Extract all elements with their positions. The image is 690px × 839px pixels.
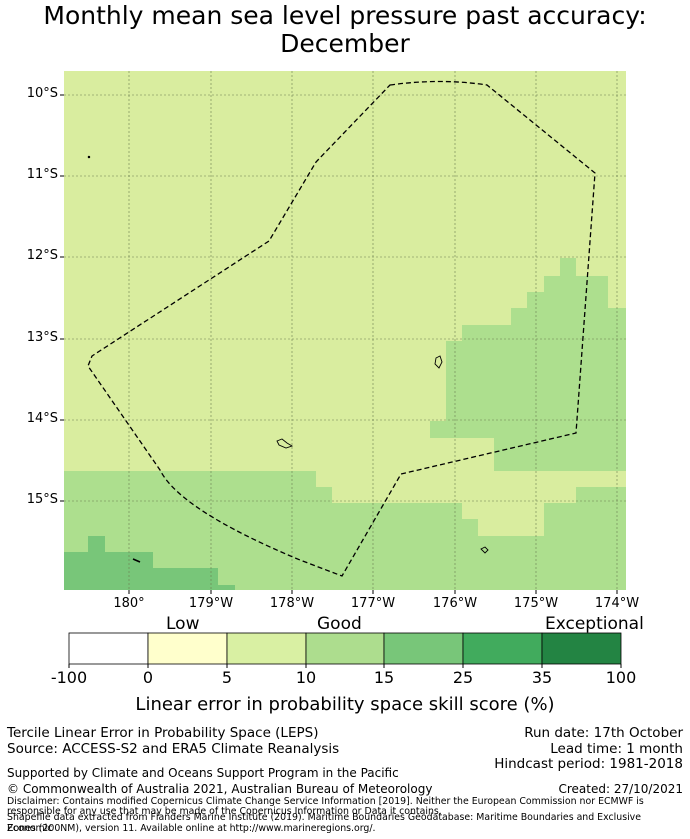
lon-label-178w: 178°W (269, 596, 315, 611)
colorbar-segment-0-5 (147, 632, 228, 665)
eez-boundary (87, 80, 596, 577)
colorbar-tick-100: 100 (605, 668, 637, 687)
skill-region-southwest-high (64, 536, 235, 590)
lat-label-12s: 12°S (26, 248, 58, 263)
chart-title-line2: December (280, 29, 410, 58)
colorbar (68, 632, 622, 668)
footer-method: Tercile Linear Error in Probability Spac… (7, 725, 319, 741)
lon-label-179w: 179°W (188, 596, 234, 611)
colorbar-tick-35: 35 (531, 668, 553, 687)
colorbar-segment-15-25 (383, 632, 464, 665)
footer-disclaimer-2: responsible for any use that may be made… (7, 806, 442, 817)
island-northwest-dot (87, 155, 91, 159)
island-small-east (480, 546, 489, 554)
footer-supported: Supported by Climate and Oceans Support … (7, 766, 399, 780)
lon-label-177w: 177°W (350, 596, 396, 611)
colorbar-category-low: Low (166, 614, 200, 634)
island-upolu (276, 438, 294, 449)
footer-copyright: © Commonwealth of Australia 2021, Austra… (7, 782, 433, 796)
chart-title-line1: Monthly mean sea level pressure past acc… (43, 1, 647, 30)
colorbar-axis-label: Linear error in probability space skill … (135, 694, 555, 715)
lat-label-14s: 14°S (26, 411, 58, 426)
colorbar-category-exceptional: Exceptional (545, 614, 644, 634)
colorbar-segment-10-15 (305, 632, 385, 665)
map-gridlines (64, 71, 626, 590)
colorbar-tick--100: -100 (50, 668, 88, 687)
colorbar-tick-15: 15 (373, 668, 395, 687)
colorbar-tick-10: 10 (295, 668, 317, 687)
lon-label-174w: 174°W (594, 596, 640, 611)
colorbar-segment-low (68, 632, 149, 665)
island-north-east (434, 355, 443, 369)
axis-ticks (60, 94, 618, 594)
colorbar-segment-25-35 (462, 632, 543, 665)
footer-disclaimer-3: Shapefile data extracted from Flanders M… (7, 812, 641, 834)
lon-label-180: 180° (113, 596, 145, 611)
colorbar-tick-5: 5 (221, 668, 233, 687)
lon-label-175w: 175°W (513, 596, 559, 611)
lat-label-11s: 11°S (26, 167, 58, 182)
lat-label-15s: 15°S (26, 492, 58, 507)
islands (87, 155, 489, 563)
footer-created: Created: 27/10/2021 (558, 782, 683, 796)
colorbar-segment-35-100 (541, 632, 622, 665)
colorbar-category-good: Good (317, 614, 362, 634)
footer-disclaimer-1: Disclaimer: Contains modified Copernicus… (7, 796, 644, 807)
chart-title: Monthly mean sea level pressure past acc… (0, 2, 690, 58)
lat-label-13s: 13°S (26, 330, 58, 345)
colorbar-tick-0: 0 (142, 668, 154, 687)
lat-label-10s: 10°S (26, 86, 58, 101)
skill-map (60, 71, 626, 668)
footer-hindcast-period: Hindcast period: 1981-2018 (494, 756, 683, 772)
island-southwest (132, 558, 141, 563)
colorbar-segment-5-10 (226, 632, 307, 665)
footer-source: Source: ACCESS-S2 and ERA5 Climate Reana… (7, 741, 340, 757)
colorbar-tick-25: 25 (452, 668, 474, 687)
footer-run-date: Run date: 17th October (524, 725, 683, 741)
footer-lead-time: Lead time: 1 month (550, 741, 683, 757)
footer-disclaimer-4: Zones (200NM), version 11. Available onl… (7, 823, 376, 834)
lon-label-176w: 176°W (432, 596, 478, 611)
